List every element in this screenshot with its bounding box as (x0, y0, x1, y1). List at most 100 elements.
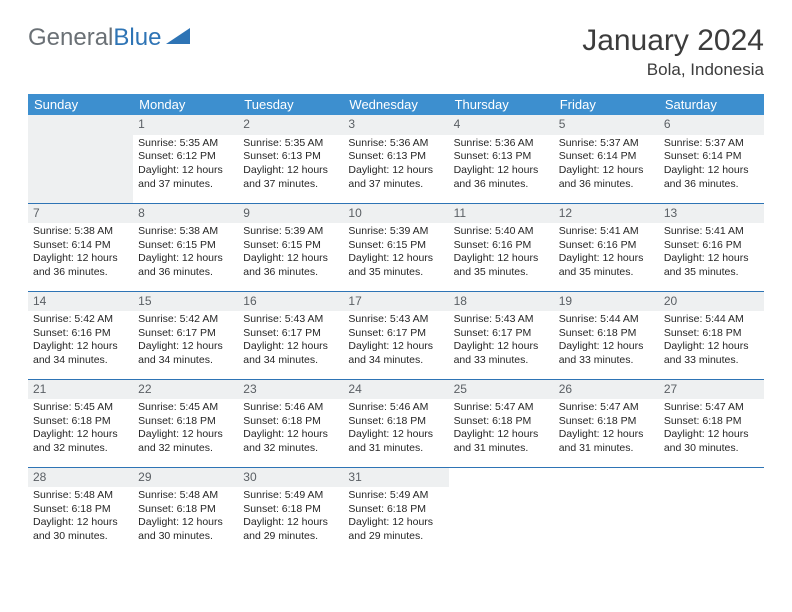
sunset-line: Sunset: 6:18 PM (33, 503, 128, 517)
day-number: 24 (343, 380, 448, 400)
day-number: 17 (343, 292, 448, 312)
daylight-line: Daylight: 12 hours and 37 minutes. (348, 164, 443, 191)
daylight-line: Daylight: 12 hours and 36 minutes. (243, 252, 338, 279)
daylight-line: Daylight: 12 hours and 33 minutes. (559, 340, 654, 367)
calendar-cell: 26Sunrise: 5:47 AMSunset: 6:18 PMDayligh… (554, 379, 659, 467)
day-number: 26 (554, 380, 659, 400)
day-content: Sunrise: 5:44 AMSunset: 6:18 PMDaylight:… (659, 311, 764, 372)
daylight-line: Daylight: 12 hours and 33 minutes. (664, 340, 759, 367)
sunrise-line: Sunrise: 5:35 AM (243, 137, 338, 151)
day-content: Sunrise: 5:43 AMSunset: 6:17 PMDaylight:… (449, 311, 554, 372)
day-number: 22 (133, 380, 238, 400)
month-title: January 2024 (582, 24, 764, 58)
calendar-row: 14Sunrise: 5:42 AMSunset: 6:16 PMDayligh… (28, 291, 764, 379)
day-number: 16 (238, 292, 343, 312)
sunset-line: Sunset: 6:18 PM (348, 415, 443, 429)
calendar-cell: 17Sunrise: 5:43 AMSunset: 6:17 PMDayligh… (343, 291, 448, 379)
sunrise-line: Sunrise: 5:37 AM (559, 137, 654, 151)
sunrise-line: Sunrise: 5:43 AM (243, 313, 338, 327)
daylight-line: Daylight: 12 hours and 36 minutes. (559, 164, 654, 191)
day-number: 29 (133, 468, 238, 488)
calendar-cell: 6Sunrise: 5:37 AMSunset: 6:14 PMDaylight… (659, 115, 764, 203)
day-content: Sunrise: 5:36 AMSunset: 6:13 PMDaylight:… (449, 135, 554, 196)
calendar-cell: 9Sunrise: 5:39 AMSunset: 6:15 PMDaylight… (238, 203, 343, 291)
sunset-line: Sunset: 6:18 PM (559, 327, 654, 341)
calendar-cell: 25Sunrise: 5:47 AMSunset: 6:18 PMDayligh… (449, 379, 554, 467)
day-content: Sunrise: 5:35 AMSunset: 6:13 PMDaylight:… (238, 135, 343, 196)
sunrise-line: Sunrise: 5:43 AM (348, 313, 443, 327)
calendar-cell: 22Sunrise: 5:45 AMSunset: 6:18 PMDayligh… (133, 379, 238, 467)
sunrise-line: Sunrise: 5:42 AM (138, 313, 233, 327)
calendar-cell: 20Sunrise: 5:44 AMSunset: 6:18 PMDayligh… (659, 291, 764, 379)
calendar-row: 7Sunrise: 5:38 AMSunset: 6:14 PMDaylight… (28, 203, 764, 291)
calendar-cell-blank (659, 467, 764, 555)
daylight-line: Daylight: 12 hours and 35 minutes. (664, 252, 759, 279)
day-content: Sunrise: 5:48 AMSunset: 6:18 PMDaylight:… (133, 487, 238, 548)
day-content: Sunrise: 5:36 AMSunset: 6:13 PMDaylight:… (343, 135, 448, 196)
daylight-line: Daylight: 12 hours and 32 minutes. (243, 428, 338, 455)
daylight-line: Daylight: 12 hours and 36 minutes. (33, 252, 128, 279)
calendar-cell-blank (449, 467, 554, 555)
sunrise-line: Sunrise: 5:41 AM (559, 225, 654, 239)
weekday-header: Monday (133, 94, 238, 115)
day-number: 8 (133, 204, 238, 224)
sunrise-line: Sunrise: 5:44 AM (559, 313, 654, 327)
daylight-line: Daylight: 12 hours and 30 minutes. (33, 516, 128, 543)
day-content: Sunrise: 5:39 AMSunset: 6:15 PMDaylight:… (343, 223, 448, 284)
sunset-line: Sunset: 6:18 PM (138, 503, 233, 517)
sunset-line: Sunset: 6:12 PM (138, 150, 233, 164)
sunset-line: Sunset: 6:18 PM (138, 415, 233, 429)
calendar-cell-blank (28, 115, 133, 203)
day-number: 31 (343, 468, 448, 488)
daylight-line: Daylight: 12 hours and 31 minutes. (559, 428, 654, 455)
day-content: Sunrise: 5:49 AMSunset: 6:18 PMDaylight:… (343, 487, 448, 548)
calendar-cell: 3Sunrise: 5:36 AMSunset: 6:13 PMDaylight… (343, 115, 448, 203)
sunset-line: Sunset: 6:18 PM (559, 415, 654, 429)
day-content: Sunrise: 5:39 AMSunset: 6:15 PMDaylight:… (238, 223, 343, 284)
calendar-cell: 2Sunrise: 5:35 AMSunset: 6:13 PMDaylight… (238, 115, 343, 203)
day-content: Sunrise: 5:41 AMSunset: 6:16 PMDaylight:… (659, 223, 764, 284)
daylight-line: Daylight: 12 hours and 34 minutes. (138, 340, 233, 367)
sunrise-line: Sunrise: 5:48 AM (33, 489, 128, 503)
daylight-line: Daylight: 12 hours and 34 minutes. (33, 340, 128, 367)
sunrise-line: Sunrise: 5:43 AM (454, 313, 549, 327)
daylight-line: Daylight: 12 hours and 31 minutes. (348, 428, 443, 455)
calendar-row: 1Sunrise: 5:35 AMSunset: 6:12 PMDaylight… (28, 115, 764, 203)
day-number: 13 (659, 204, 764, 224)
calendar-cell: 31Sunrise: 5:49 AMSunset: 6:18 PMDayligh… (343, 467, 448, 555)
weekday-header: Wednesday (343, 94, 448, 115)
sunset-line: Sunset: 6:17 PM (348, 327, 443, 341)
sunset-line: Sunset: 6:15 PM (348, 239, 443, 253)
sunset-line: Sunset: 6:14 PM (559, 150, 654, 164)
calendar-cell: 29Sunrise: 5:48 AMSunset: 6:18 PMDayligh… (133, 467, 238, 555)
calendar-cell: 24Sunrise: 5:46 AMSunset: 6:18 PMDayligh… (343, 379, 448, 467)
day-content: Sunrise: 5:42 AMSunset: 6:16 PMDaylight:… (28, 311, 133, 372)
daylight-line: Daylight: 12 hours and 36 minutes. (138, 252, 233, 279)
title-block: January 2024 Bola, Indonesia (582, 24, 764, 80)
sunrise-line: Sunrise: 5:38 AM (138, 225, 233, 239)
day-number: 5 (554, 115, 659, 135)
day-number: 30 (238, 468, 343, 488)
calendar-cell: 21Sunrise: 5:45 AMSunset: 6:18 PMDayligh… (28, 379, 133, 467)
daylight-line: Daylight: 12 hours and 29 minutes. (243, 516, 338, 543)
sunrise-line: Sunrise: 5:44 AM (664, 313, 759, 327)
day-number: 3 (343, 115, 448, 135)
calendar-cell: 27Sunrise: 5:47 AMSunset: 6:18 PMDayligh… (659, 379, 764, 467)
day-content: Sunrise: 5:35 AMSunset: 6:12 PMDaylight:… (133, 135, 238, 196)
sunset-line: Sunset: 6:18 PM (664, 327, 759, 341)
day-content: Sunrise: 5:40 AMSunset: 6:16 PMDaylight:… (449, 223, 554, 284)
day-content: Sunrise: 5:48 AMSunset: 6:18 PMDaylight:… (28, 487, 133, 548)
day-content: Sunrise: 5:37 AMSunset: 6:14 PMDaylight:… (659, 135, 764, 196)
calendar-cell: 30Sunrise: 5:49 AMSunset: 6:18 PMDayligh… (238, 467, 343, 555)
sunset-line: Sunset: 6:16 PM (664, 239, 759, 253)
logo-text-blue: Blue (113, 24, 161, 51)
sunset-line: Sunset: 6:18 PM (664, 415, 759, 429)
sunset-line: Sunset: 6:16 PM (454, 239, 549, 253)
sunset-line: Sunset: 6:16 PM (559, 239, 654, 253)
day-number: 15 (133, 292, 238, 312)
day-number: 6 (659, 115, 764, 135)
calendar-cell: 13Sunrise: 5:41 AMSunset: 6:16 PMDayligh… (659, 203, 764, 291)
sunset-line: Sunset: 6:15 PM (243, 239, 338, 253)
calendar-cell: 14Sunrise: 5:42 AMSunset: 6:16 PMDayligh… (28, 291, 133, 379)
sunset-line: Sunset: 6:15 PM (138, 239, 233, 253)
